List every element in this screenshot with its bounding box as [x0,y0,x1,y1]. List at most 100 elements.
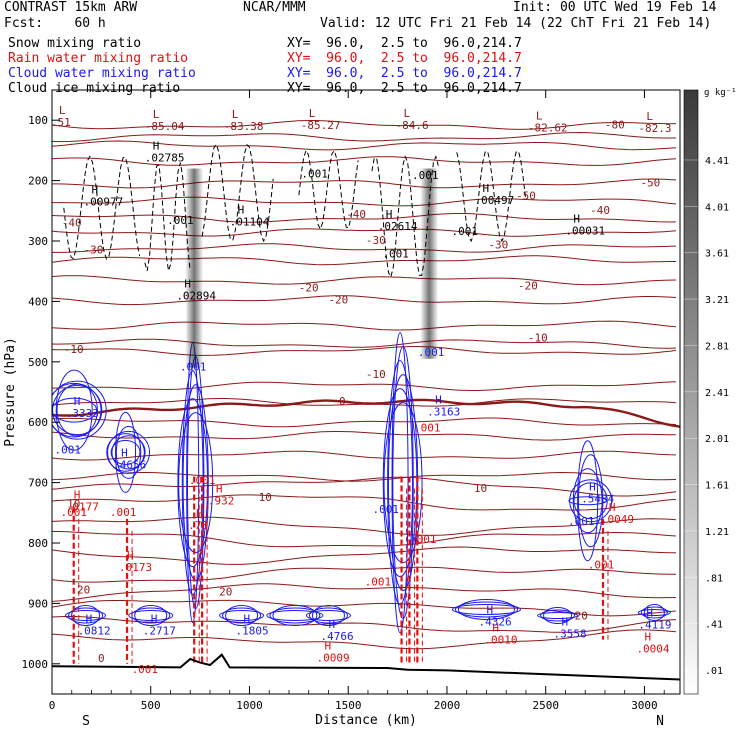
plot-frame [51,89,681,695]
contour-label: .001 [568,515,595,528]
ice-column [420,168,439,359]
isotherm-label: 20 [575,609,588,622]
isotherm-curve [52,450,677,461]
contour-label: .001 [60,506,87,519]
extremum-marker: H [121,446,128,459]
contour-label: .001 [180,360,207,373]
extremum-value: .0010 [484,634,517,647]
colorbar-tick-label: 4.01 [705,202,729,213]
y-tick-label: 500 [28,356,48,369]
x-tick-label: 1500 [335,699,362,712]
contour-label: .001 [418,346,445,359]
cloud-water-contour [382,388,418,578]
field-label-cloud-ice: Cloud ice mixing ratio [8,81,181,96]
isotherm-curve [52,275,677,286]
colorbar-tick-label: 2.41 [705,388,729,399]
extremum-marker: H [127,549,134,562]
extremum-value: -84.6 [396,119,429,132]
cloud-water-contour [178,412,214,554]
cloud-water-contour [568,496,607,506]
cloud-water-contour [107,430,151,474]
snow-contour [201,143,274,243]
cloud-water-contour [52,380,107,440]
extremum-value: .3333 [66,407,99,420]
isotherm-label: -40 [590,204,610,217]
isotherm-curve [52,471,677,482]
isotherm-label: 10 [259,491,272,504]
colorbar-unit: g kg⁻¹ [704,88,737,98]
cloud-water-contour [71,604,101,626]
extremum-marker: H [216,483,223,496]
isotherm-curve [52,131,676,143]
contour-label: .001 [414,421,441,434]
isotherm-label: -20 [518,280,538,293]
cloud-water-contour [110,439,141,465]
extremum-marker: L [404,107,411,120]
isotherm-curve [52,431,677,441]
isotherm-curve [52,140,677,151]
cloud-water-contour [266,609,324,621]
colorbar-tick-label: 2.81 [705,341,729,352]
contour-label: .001 [110,506,137,519]
cloud-water-contour [569,479,613,523]
cloud-water-contour [537,611,579,619]
isotherm-curve [52,156,677,166]
extremum-marker: H [184,277,191,290]
contour-label: .001 [451,225,478,238]
cloud-water-contour [111,435,146,470]
extremum-marker: H [328,618,335,631]
isotherm-label: -10 [366,368,386,381]
extremum-value: .78 [188,519,208,532]
colorbar-tick-label: .01 [705,666,723,677]
extremum-marker: H [435,393,442,406]
isotherm-label: -80 [605,118,625,131]
extremum-marker: H [609,501,616,514]
isotherm-label: -50 [516,190,536,203]
extremum-value: .0049 [601,513,634,526]
isotherm-label: 20 [219,585,232,598]
extremum-marker: L [536,109,543,122]
contour-label: .001 [189,474,216,487]
cloud-water-contour [577,454,604,548]
extremum-marker: H [646,607,653,620]
isotherm-curve [52,583,677,602]
x-tick-label: 500 [141,699,161,712]
isotherm-curve [52,120,677,130]
isotherm-label: -30 [366,234,386,247]
x-tick-label: 0 [49,699,56,712]
cloud-water-contour [637,608,671,616]
extremum-marker: H [483,182,490,195]
extremum-value: .02614 [378,220,418,233]
isotherm-label: -30 [488,239,508,252]
isotherm-label: 0 [339,395,346,408]
cloud-water-contour [308,607,348,624]
cloud-water-contour [457,598,515,620]
cloud-water-contour [177,398,208,568]
cloud-water-contour [269,607,321,624]
extremum-marker: H [644,631,651,644]
contour-label: .001 [410,533,437,546]
colorbar-tick-label: 3.61 [705,249,729,260]
isotherm-curve [52,295,677,306]
cloud-water-contour [573,482,608,520]
cloud-water-contour [128,609,174,621]
field-xy-snow: XY= 96.0, 2.5 to 96.0,214.7 [287,36,522,51]
cloud-water-contour [225,604,259,626]
extremum-marker: H [74,489,81,502]
contour-label: .001 [132,663,159,676]
extremum-marker: H [238,204,245,217]
extremum-marker: H [589,480,596,493]
cloud-water-contour [52,397,98,423]
cloud-water-contour [311,604,345,626]
ice-column [185,168,204,368]
contour-label: .001 [372,503,399,516]
isotherm-label: 20 [77,584,90,597]
contour-label: .001 [167,214,194,227]
extremum-value: .0812 [78,625,111,638]
valid-time: Valid: 12 UTC Fri 21 Feb 14 (22 ChT Fri … [320,16,712,31]
isotherm-label: -20 [328,294,348,307]
colorbar-tick-label: 1.21 [705,527,729,538]
extremum-value: .0173 [119,561,152,574]
isotherm-curve [52,255,676,266]
